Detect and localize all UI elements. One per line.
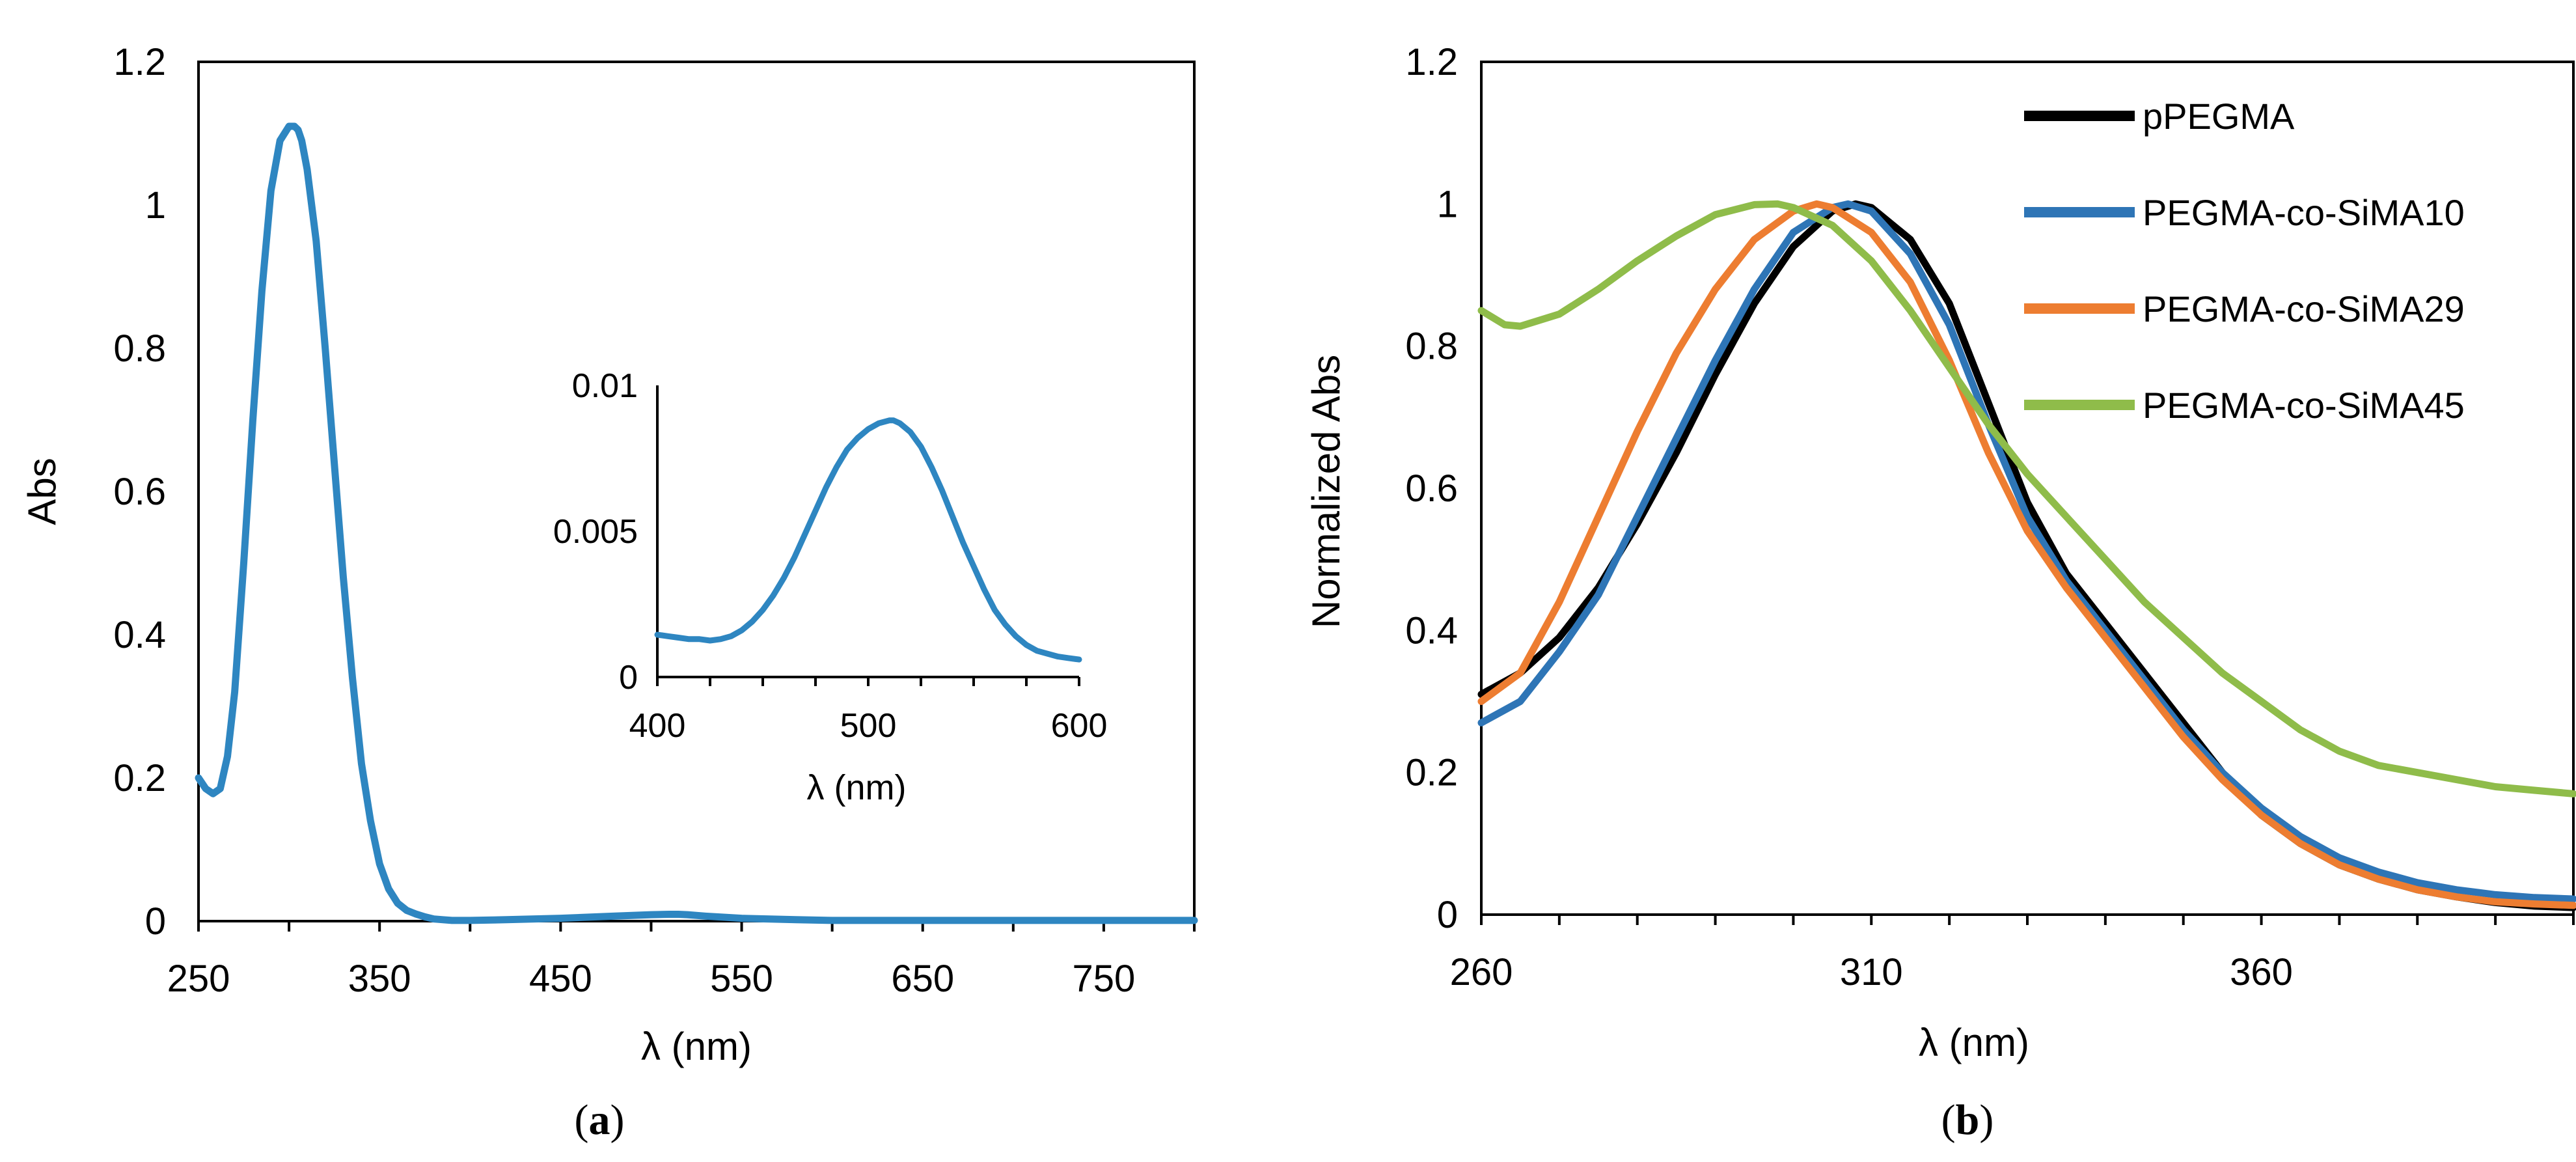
panel-b-series-line-2 — [1477, 200, 2576, 903]
inset-y-tick-label: 0.005 — [553, 513, 638, 551]
panel-a-y-tick-label: 1 — [145, 184, 166, 227]
inset-y-tick-labels: 0 0.005 0.01 — [553, 367, 638, 697]
panel-a-plot-frame — [197, 61, 1196, 922]
panel-a-y-tick-label: 0.8 — [113, 327, 166, 370]
panel-b: 0 0.2 0.4 0.6 0.8 1 1.2 260 310 360 Normalized A… — [1304, 41, 2576, 1144]
panel-a-y-tick-label: 0.4 — [113, 614, 166, 656]
panel-b-legend: pPEGMA PEGMA-co-SiMA10 PEGMA-co-SiMA29 PEGM… — [2024, 96, 2465, 426]
panel-a-x-tick-label: 450 — [529, 958, 592, 1000]
inset-series-line — [654, 417, 1082, 663]
panel-b-y-tick-label: 0.2 — [1405, 752, 1458, 794]
panel-b-y-axis-title: Normalized Abs — [1304, 355, 1348, 628]
inset-series — [654, 417, 1082, 663]
inset-x-tick-label: 400 — [629, 707, 686, 745]
panel-a-x-tick-label: 650 — [891, 958, 954, 1000]
panel-b-x-tick-labels: 260 310 360 — [1450, 951, 2293, 993]
legend-label: pPEGMA — [2143, 96, 2295, 137]
panel-a-series-line — [195, 122, 1198, 924]
panel-b-x-tick-label: 260 — [1450, 951, 1513, 993]
panel-a-inset: 0 0.005 0.01 400 500 600 λ (nm) — [553, 367, 1108, 807]
panel-b-x-axis-title: λ (nm) — [1919, 1021, 2029, 1064]
legend-label: PEGMA-co-SiMA29 — [2143, 288, 2465, 329]
panel-b-y-tick-label: 1.2 — [1405, 41, 1458, 83]
panel-b-y-tick-labels: 0 0.2 0.4 0.6 0.8 1 1.2 — [1405, 41, 1458, 936]
inset-y-tick-label: 0.01 — [572, 367, 638, 405]
panel-b-y-tick-label: 0.4 — [1405, 609, 1458, 652]
panel-b-series-line-4 — [1477, 200, 2576, 797]
panel-a-y-axis-title: Abs — [20, 458, 64, 525]
panel-b-x-tick-label: 360 — [2230, 951, 2293, 993]
inset-x-tick-label: 600 — [1051, 707, 1108, 745]
panel-a-y-tick-label: 0 — [145, 900, 166, 943]
panel-a-x-tick-label: 550 — [710, 958, 773, 1000]
panel-b-caption: (b) — [1941, 1096, 1994, 1144]
legend-label: PEGMA-co-SiMA10 — [2143, 192, 2465, 233]
inset-x-tick-label: 500 — [840, 707, 897, 745]
legend-label: PEGMA-co-SiMA45 — [2143, 385, 2465, 426]
inset-y-tick-label: 0 — [619, 659, 638, 697]
panel-a-y-tick-label: 0.6 — [113, 471, 166, 513]
panel-a-x-tick-label: 750 — [1073, 958, 1136, 1000]
panel-a-y-tick-labels: 0 0.2 0.4 0.6 0.8 1 1.2 — [113, 41, 166, 943]
panel-a-series — [195, 122, 1198, 924]
panel-b-series-line-3 — [1477, 200, 2576, 909]
inset-x-tick-labels: 400 500 600 — [629, 707, 1108, 745]
inset-axes — [656, 385, 1080, 686]
panel-a: 0 0.2 0.4 0.6 0.8 1 1.2 250 350 450 550 650 750 Abs… — [20, 41, 1198, 1144]
panel-a-x-tick-label: 250 — [167, 958, 230, 1000]
inset-x-axis-title: λ (nm) — [807, 768, 907, 807]
panel-a-y-tick-label: 0.2 — [113, 757, 166, 799]
panel-a-y-tick-label: 1.2 — [113, 41, 166, 83]
panel-b-tick-marks — [1480, 915, 2575, 925]
panel-a-caption: (a) — [575, 1096, 625, 1144]
panel-a-x-axis-title: λ (nm) — [641, 1025, 752, 1068]
panel-a-x-tick-labels: 250 350 450 550 650 750 — [167, 958, 1136, 1000]
panel-b-y-tick-label: 0 — [1437, 894, 1458, 936]
panel-b-x-tick-label: 310 — [1840, 951, 1903, 993]
panel-b-y-tick-label: 1 — [1437, 183, 1458, 225]
panel-b-series — [1477, 200, 2576, 911]
panel-b-y-tick-label: 0.6 — [1405, 467, 1458, 510]
panel-a-x-tick-label: 350 — [348, 958, 411, 1000]
panel-b-plot-frame — [1480, 61, 2575, 916]
panel-b-y-tick-label: 0.8 — [1405, 325, 1458, 368]
